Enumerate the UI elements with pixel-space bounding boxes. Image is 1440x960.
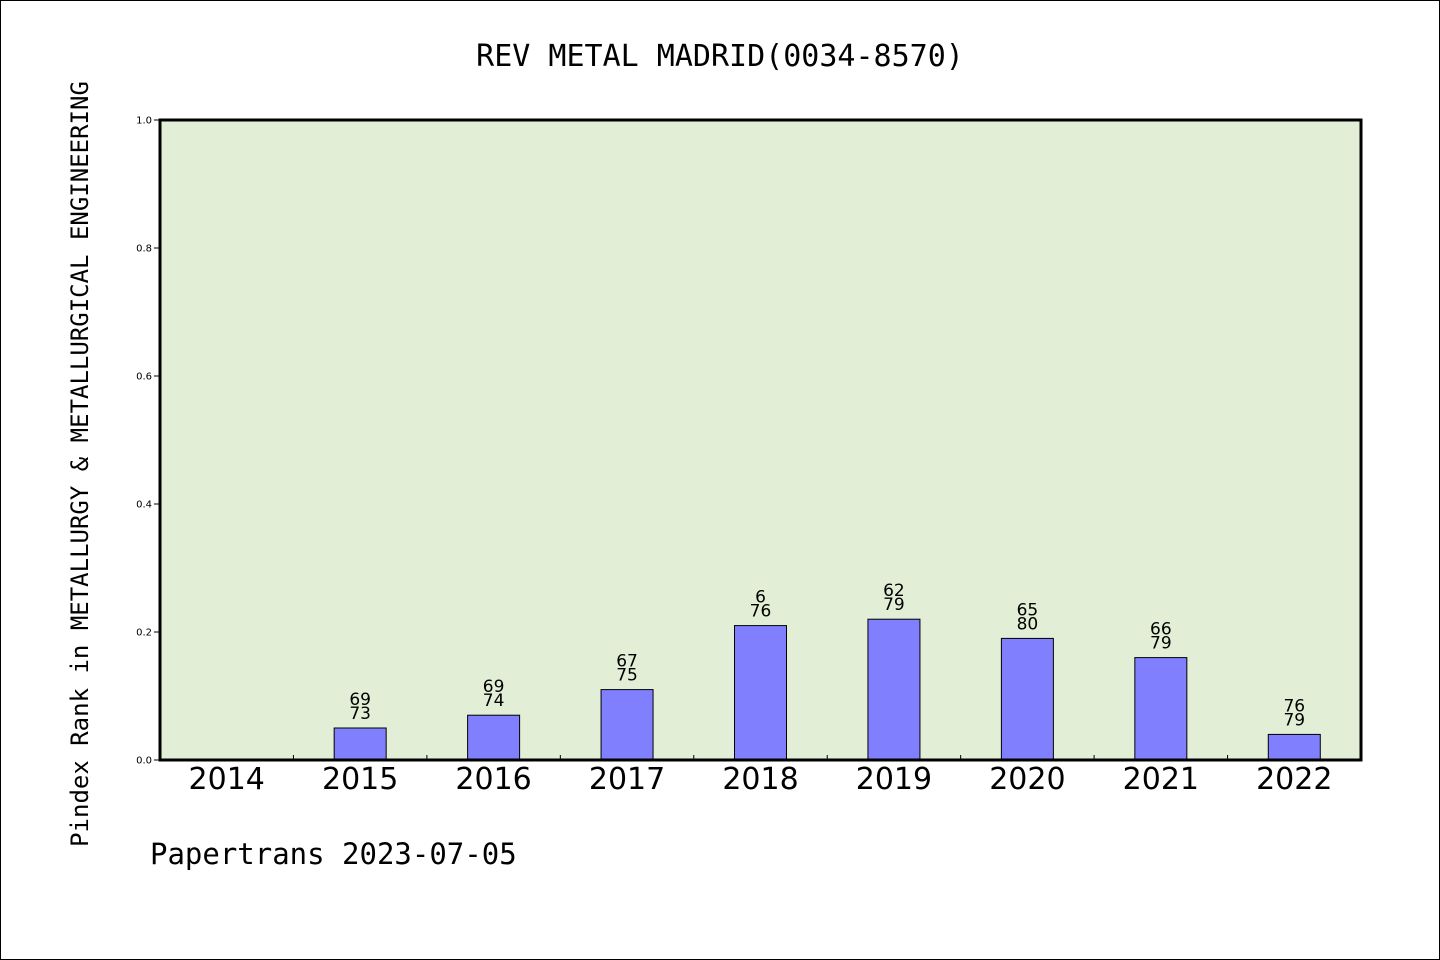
bar-total-label: 79 xyxy=(883,595,905,615)
plot-border xyxy=(158,118,1363,762)
x-tick-label: 2020 xyxy=(989,762,1065,797)
y-tick-label: 0.8 xyxy=(136,244,152,255)
x-tick-label: 2022 xyxy=(1256,762,1332,797)
bar xyxy=(600,689,654,761)
bar-rank-label: 6 xyxy=(755,588,766,608)
bar xyxy=(867,618,921,761)
x-tick-label: 2016 xyxy=(455,762,531,797)
bar xyxy=(1000,637,1054,761)
bar xyxy=(467,714,521,761)
bar-rank-label: 65 xyxy=(1017,600,1039,620)
bar-total-label: 76 xyxy=(750,602,772,622)
bar-total-label: 80 xyxy=(1017,614,1039,634)
bar-total-label: 74 xyxy=(483,691,505,711)
x-tick-label: 2021 xyxy=(1123,762,1199,797)
y-tick-label: 0.0 xyxy=(136,756,152,767)
x-tick-label: 2017 xyxy=(589,762,665,797)
bar-total-label: 75 xyxy=(616,666,638,686)
y-axis-label: Pindex Rank in METALLURGY & METALLURGICA… xyxy=(66,81,94,847)
bar-total-label: 79 xyxy=(1283,710,1305,730)
bar-rank-label: 67 xyxy=(616,652,638,672)
bar-rank-label: 69 xyxy=(483,677,505,697)
y-tick-label: 1.0 xyxy=(136,116,152,127)
x-tick-label: 2015 xyxy=(322,762,398,797)
footer-credit: Papertrans 2023-07-05 xyxy=(150,837,517,871)
bar xyxy=(1134,657,1188,761)
chart-title: REV METAL MADRID(0034-8570) xyxy=(476,39,964,74)
x-tick-label: 2018 xyxy=(722,762,798,797)
bar-total-label: 73 xyxy=(349,704,371,724)
y-tick-label: 0.2 xyxy=(136,628,152,639)
bar-rank-label: 66 xyxy=(1150,620,1172,640)
bar xyxy=(734,625,787,761)
x-tick-label: 2019 xyxy=(856,762,932,797)
y-tick-label: 0.4 xyxy=(136,500,152,511)
bar-rank-label: 69 xyxy=(349,690,371,710)
bar-rank-label: 76 xyxy=(1283,696,1305,716)
bar xyxy=(333,727,387,761)
bar xyxy=(1267,733,1321,761)
bar-rank-label: 62 xyxy=(883,581,905,601)
y-tick-label: 0.6 xyxy=(136,372,152,383)
x-tick-label: 2014 xyxy=(189,762,265,797)
bar-total-label: 79 xyxy=(1150,634,1172,654)
